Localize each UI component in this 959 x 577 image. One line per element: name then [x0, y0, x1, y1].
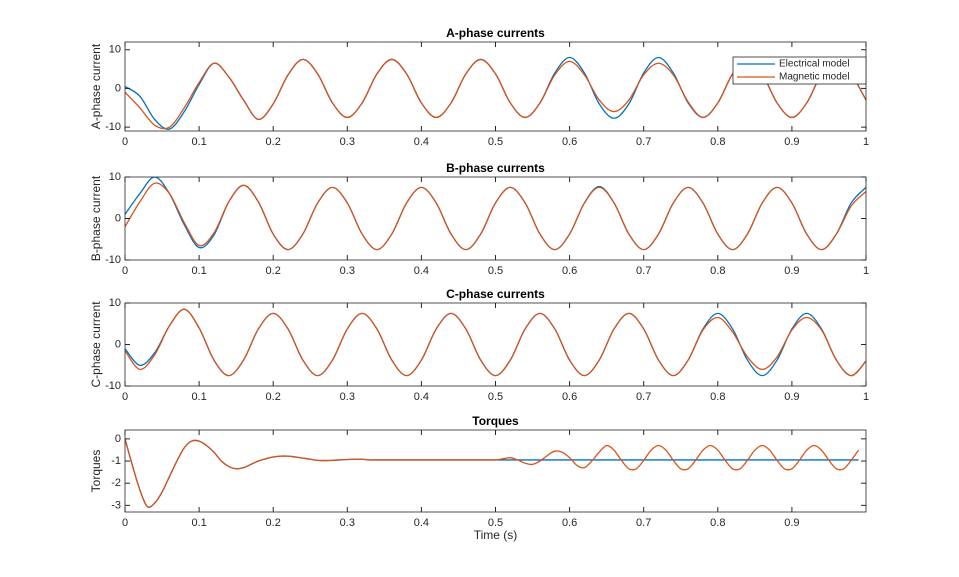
y-axis-label: Torques: [89, 450, 103, 493]
y-axis-label: C-phase current: [89, 301, 103, 388]
x-tick-label: 0.4: [414, 136, 429, 148]
y-tick-label: 10: [109, 171, 121, 183]
subplot: 0 0.1 0.2 0.3 0.4 0.5 0.6 0.7 0.8 0.9 1-10010A-pha…: [89, 26, 869, 148]
x-tick-label: 0.8: [710, 517, 725, 529]
lines: [125, 438, 860, 508]
y-tick-label: 10: [109, 297, 121, 309]
plot-area: [125, 177, 866, 260]
x-tick-label: 0.6: [562, 136, 577, 148]
y-axis-label: A-phase current: [89, 43, 103, 129]
x-axis-label: Time (s): [474, 528, 518, 542]
series-line: [125, 438, 860, 508]
chart-title: Torques: [472, 414, 519, 428]
x-tick-label: 0.1: [191, 517, 206, 529]
x-tick-label: 0: [122, 265, 128, 277]
y-tick-label: -1: [111, 455, 121, 467]
x-tick-label: 0.2: [266, 136, 281, 148]
x-tick-label: 0.9: [784, 136, 799, 148]
x-tick-label: 0.2: [266, 517, 281, 529]
x-tick-label: 0.3: [340, 136, 355, 148]
plot-area: [125, 303, 866, 386]
legend: Electrical model Magnetic model: [732, 56, 867, 85]
y-axis-label: B-phase current: [89, 175, 103, 261]
x-tick-label: 0: [122, 136, 128, 148]
subplot: 0 0.1 0.2 0.3 0.4 0.5 0.6 0.7 0.8 0.9 1-10010C-pha…: [89, 287, 869, 403]
x-tick-label: 0.5: [488, 517, 503, 529]
x-tick-label: 0.1: [191, 391, 206, 403]
x-tick-label: 0: [122, 517, 128, 529]
x-tick-label: 0.2: [266, 265, 281, 277]
x-tick-label: 0.9: [784, 517, 799, 529]
legend-label: Electrical model: [779, 59, 850, 70]
plot-area: [125, 430, 866, 512]
lines: [125, 308, 866, 377]
x-tick-label: 0.4: [414, 517, 429, 529]
y-tick-label: -2: [111, 477, 121, 489]
x-tick-label: 0.1: [191, 265, 206, 277]
x-tick-label: 0.5: [488, 391, 503, 403]
y-tick-label: 10: [109, 44, 121, 56]
x-tick-label: 0.8: [710, 136, 725, 148]
x-tick-label: 0.7: [636, 136, 651, 148]
series-line: [125, 308, 866, 377]
x-tick-label: 1: [863, 136, 869, 148]
x-tick-label: 0.1: [191, 136, 206, 148]
series-line: [125, 182, 866, 251]
x-tick-label: 0.9: [784, 391, 799, 403]
x-tick-label: 0.4: [414, 391, 429, 403]
subplot: 0 0.1 0.2 0.3 0.4 0.5 0.6 0.7 0.8 0.9 1-10010B-pha…: [89, 161, 869, 277]
x-tick-label: 0.3: [340, 265, 355, 277]
x-tick-label: 0.3: [340, 391, 355, 403]
subplot: 0 0.1 0.2 0.3 0.4 0.5 0.6 0.7 0.8 0.9 -3 -2 -1 0 Torqu…: [89, 414, 867, 542]
x-tick-label: 0.8: [710, 391, 725, 403]
x-tick-label: 0.6: [562, 517, 577, 529]
y-tick-label: 0: [115, 212, 121, 224]
x-tick-label: 0.7: [636, 265, 651, 277]
y-tick-label: -3: [111, 499, 121, 511]
x-tick-label: 0.6: [562, 265, 577, 277]
plot-area: [125, 42, 866, 131]
x-tick-label: 0.2: [266, 391, 281, 403]
chart-title: B-phase currents: [446, 161, 545, 175]
y-tick-label: 0: [115, 433, 121, 445]
x-tick-label: 0.7: [636, 391, 651, 403]
chart-title: A-phase currents: [446, 26, 545, 40]
x-tick-label: 0.3: [340, 517, 355, 529]
x-tick-label: 0.5: [488, 265, 503, 277]
x-tick-label: 0: [122, 391, 128, 403]
chart-title: C-phase currents: [446, 287, 545, 301]
x-tick-label: 0.8: [710, 265, 725, 277]
x-tick-label: 0.7: [636, 517, 651, 529]
legend-label: Magnetic model: [779, 72, 850, 83]
y-tick-label: 0: [115, 82, 121, 94]
legend-box: [732, 56, 867, 85]
x-tick-label: 1: [863, 265, 869, 277]
x-tick-label: 0.5: [488, 136, 503, 148]
x-tick-label: 0.4: [414, 265, 429, 277]
x-tick-label: 0.6: [562, 391, 577, 403]
y-tick-label: -10: [105, 380, 121, 392]
x-tick-label: 1: [863, 391, 869, 403]
y-tick-label: -10: [105, 254, 121, 266]
x-tick-label: 0.9: [784, 265, 799, 277]
y-tick-label: 0: [115, 338, 121, 350]
lines: [125, 177, 866, 251]
y-tick-label: -10: [105, 121, 121, 133]
